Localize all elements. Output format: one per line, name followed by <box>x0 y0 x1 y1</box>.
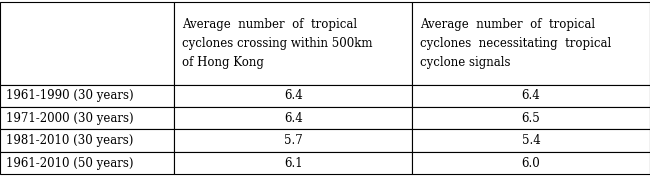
Bar <box>174 84 412 107</box>
Bar <box>0 152 174 174</box>
Bar <box>412 129 650 152</box>
Bar <box>0 84 174 107</box>
Bar <box>412 107 650 129</box>
Bar <box>412 2 650 84</box>
Text: Average  number  of  tropical
cyclones crossing within 500km
of Hong Kong: Average number of tropical cyclones cros… <box>182 18 372 69</box>
Text: Average  number  of  tropical
cyclones  necessitating  tropical
cyclone signals: Average number of tropical cyclones nece… <box>420 18 611 69</box>
Text: 6.0: 6.0 <box>522 156 540 169</box>
Bar <box>174 2 412 84</box>
Bar <box>412 84 650 107</box>
Bar <box>412 152 650 174</box>
Text: 6.5: 6.5 <box>522 112 540 125</box>
Text: 5.4: 5.4 <box>522 134 540 147</box>
Text: 1971-2000 (30 years): 1971-2000 (30 years) <box>6 112 134 125</box>
Bar <box>174 107 412 129</box>
Bar <box>174 152 412 174</box>
Text: 1961-2010 (50 years): 1961-2010 (50 years) <box>6 156 134 169</box>
Text: 5.7: 5.7 <box>284 134 302 147</box>
Text: 6.4: 6.4 <box>284 89 302 102</box>
Bar <box>0 107 174 129</box>
Bar <box>0 2 174 84</box>
Text: 6.4: 6.4 <box>284 112 302 125</box>
Text: 1961-1990 (30 years): 1961-1990 (30 years) <box>6 89 134 102</box>
Text: 6.1: 6.1 <box>284 156 302 169</box>
Text: 6.4: 6.4 <box>522 89 540 102</box>
Bar <box>0 129 174 152</box>
Bar <box>174 129 412 152</box>
Text: 1981-2010 (30 years): 1981-2010 (30 years) <box>6 134 134 147</box>
